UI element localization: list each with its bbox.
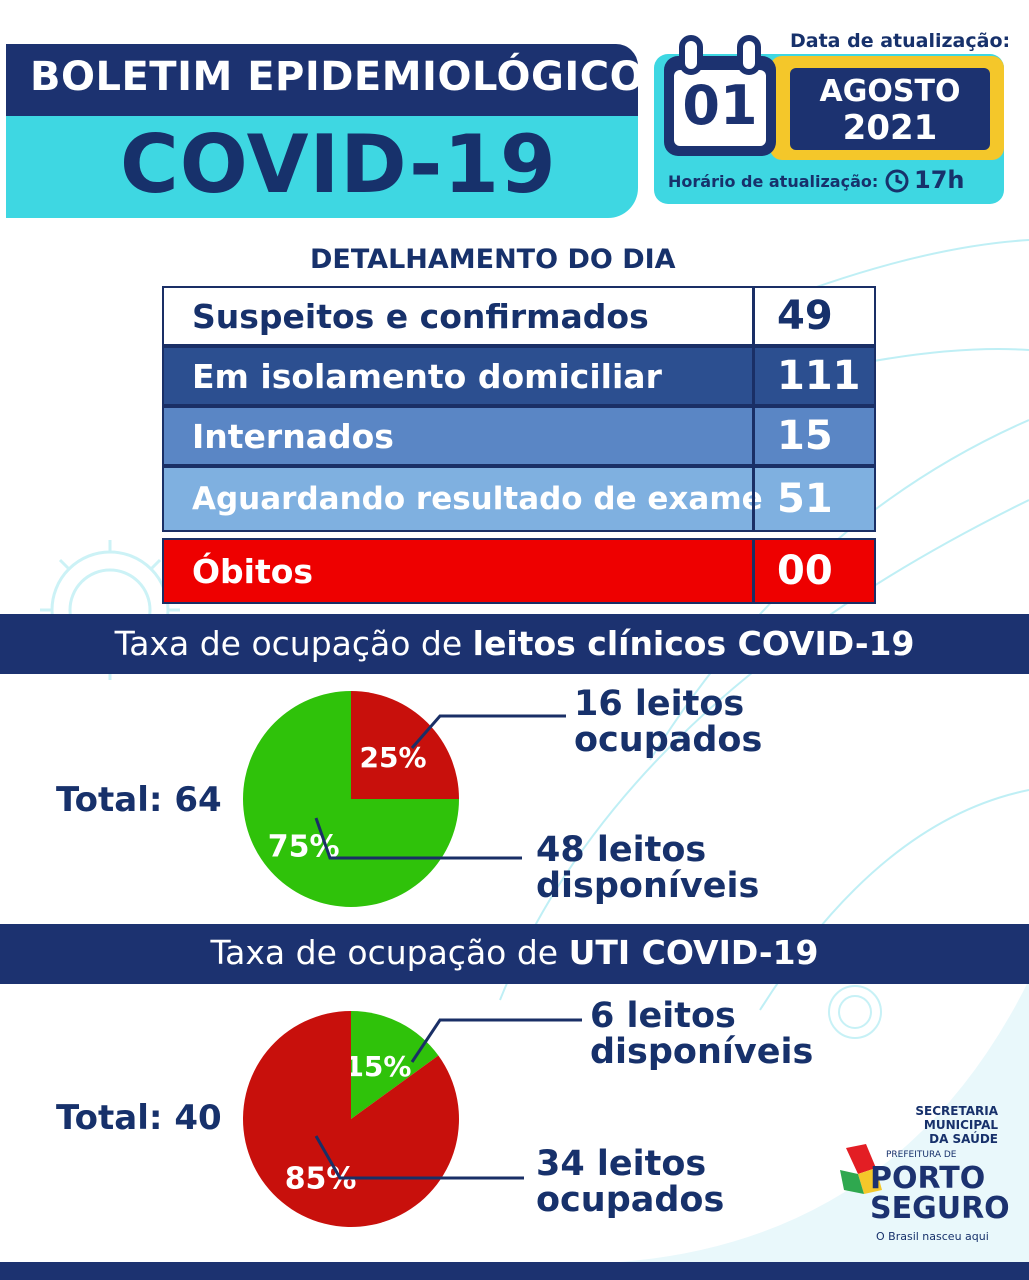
clinic-section-title: Taxa de ocupação de leitos clínicos COVI…	[0, 624, 1029, 663]
clinic-section-prefix: Taxa de ocupação de	[114, 624, 473, 663]
detail-row-suspects: Suspeitos e confirmados 49	[162, 286, 876, 346]
detail-row-label: Em isolamento domiciliar	[192, 356, 662, 396]
detail-row-label: Suspeitos e confirmados	[192, 296, 649, 336]
detail-row-label: Internados	[192, 416, 394, 456]
detail-row-value: 00	[752, 540, 874, 602]
detail-row-awaiting: Aguardando resultado de exame 51	[162, 466, 876, 532]
pie-slice-label: 75%	[268, 829, 340, 864]
detail-row-label: Aguardando resultado de exame	[192, 481, 763, 517]
date-label: Data de atualização:	[790, 30, 1011, 52]
title-banner	[6, 44, 638, 116]
detail-row-value: 51	[752, 468, 874, 530]
date-box	[790, 68, 990, 150]
clinic-note-available-count: 48 leitos	[536, 830, 707, 870]
uti-section-band	[0, 924, 1029, 984]
uti-section-title: Taxa de ocupação de UTI COVID-19	[0, 933, 1029, 972]
secretaria-line-3: DA SAÚDE	[929, 1132, 998, 1146]
date-year: 2021	[842, 108, 938, 148]
detail-title: DETALHAMENTO DO DIA	[310, 244, 676, 275]
uti-total: Total: 40	[56, 1098, 222, 1138]
detail-row-label: Óbitos	[192, 551, 314, 591]
pie-slice-label: 25%	[359, 741, 426, 774]
clinic-note-occupied: 16 leitos ocupados	[574, 686, 762, 758]
porto-seguro-logo: PORTO SEGURO	[870, 1164, 1010, 1224]
covid-banner	[6, 116, 638, 218]
pie-slice-label: 85%	[285, 1162, 357, 1197]
detail-row-value: 15	[752, 408, 874, 464]
logo-seguro-word: SEGURO	[870, 1191, 1010, 1226]
clinic-section-bold: leitos clínicos COVID-19	[472, 624, 915, 663]
uti-section-bold: UTI COVID-19	[568, 933, 819, 972]
secretaria-logo-text: SECRETARIA MUNICIPAL DA SAÚDE	[900, 1104, 1028, 1146]
secretaria-line-2: MUNICIPAL	[923, 1118, 998, 1132]
bottom-bar	[0, 1262, 1029, 1280]
covid-title: COVID-19	[120, 118, 557, 211]
date-day: 01	[682, 74, 758, 137]
uti-note-occupied-count: 34 leitos	[536, 1144, 707, 1184]
time-value: 17h	[914, 166, 965, 194]
virus-icon	[828, 985, 882, 1039]
logo-porto-word: PORTO	[870, 1161, 986, 1196]
secretaria-line-1: SECRETARIA	[915, 1104, 998, 1118]
uti-note-occupied: 34 leitos ocupados	[536, 1146, 724, 1218]
bulletin-title: BOLETIM EPIDEMIOLÓGICO	[30, 54, 645, 100]
clinic-note-occupied-count: 16 leitos	[574, 684, 745, 724]
time-label: Horário de atualização:	[668, 172, 879, 191]
clinic-pie-chart: 25% 75%	[243, 691, 459, 907]
detail-row-hospitalized: Internados 15	[162, 406, 876, 466]
uti-note-available-count: 6 leitos	[590, 996, 736, 1036]
uti-note-occupied-label: ocupados	[536, 1180, 725, 1220]
prefeitura-label: PREFEITURA DE	[886, 1150, 957, 1160]
uti-pie-chart: 15% 85%	[243, 1011, 459, 1227]
date-month: AGOSTO	[819, 74, 961, 109]
clinic-total: Total: 64	[56, 780, 222, 820]
logo-slogan: O Brasil nasceu aqui	[876, 1230, 989, 1243]
calendar-icon	[664, 35, 776, 156]
clinic-note-occupied-label: ocupados	[574, 720, 763, 760]
clinic-note-available-label: disponíveis	[536, 866, 760, 906]
detail-row-isolation: Em isolamento domiciliar 111	[162, 346, 876, 406]
pie-slice-label: 15%	[344, 1050, 411, 1083]
uti-note-available-label: disponíveis	[590, 1032, 814, 1072]
detail-row-value: 49	[752, 288, 874, 344]
pie-slice-ocupados	[351, 691, 459, 799]
uti-note-available: 6 leitos disponíveis	[590, 998, 813, 1070]
clinic-note-available: 48 leitos disponíveis	[536, 832, 759, 904]
porto-seguro-logo-icon	[840, 1144, 882, 1194]
uti-section-prefix: Taxa de ocupação de	[210, 933, 569, 972]
clock-icon	[885, 169, 909, 193]
detail-row-deaths: Óbitos 00	[162, 538, 876, 604]
clinic-section-band	[0, 614, 1029, 674]
detail-row-value: 111	[752, 348, 874, 404]
